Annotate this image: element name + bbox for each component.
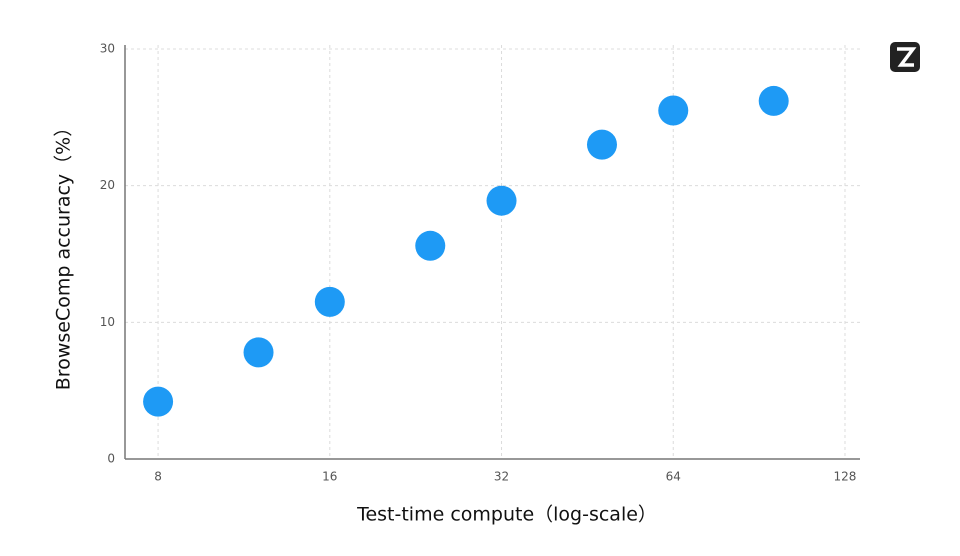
point — [314, 286, 345, 317]
x-tick-label: 32 — [494, 470, 509, 484]
x-axis-label: Test-time compute（log-scale） — [356, 504, 657, 526]
x-tick-label: 64 — [666, 470, 681, 484]
point — [658, 95, 689, 126]
y-tick-label: 10 — [100, 315, 115, 329]
point — [243, 337, 274, 368]
point — [486, 185, 517, 216]
logo — [890, 42, 920, 72]
point — [143, 386, 174, 417]
x-tick-label: 128 — [834, 470, 857, 484]
point — [415, 230, 446, 261]
y-tick-label: 20 — [100, 178, 115, 192]
y-tick-label: 0 — [107, 452, 115, 466]
point — [758, 85, 789, 116]
y-axis-label: BrowseComp accuracy（%） — [53, 118, 75, 390]
x-tick-label: 8 — [154, 470, 162, 484]
x-tick-label: 16 — [322, 470, 337, 484]
y-tick-label: 30 — [100, 42, 115, 56]
point — [586, 129, 617, 160]
